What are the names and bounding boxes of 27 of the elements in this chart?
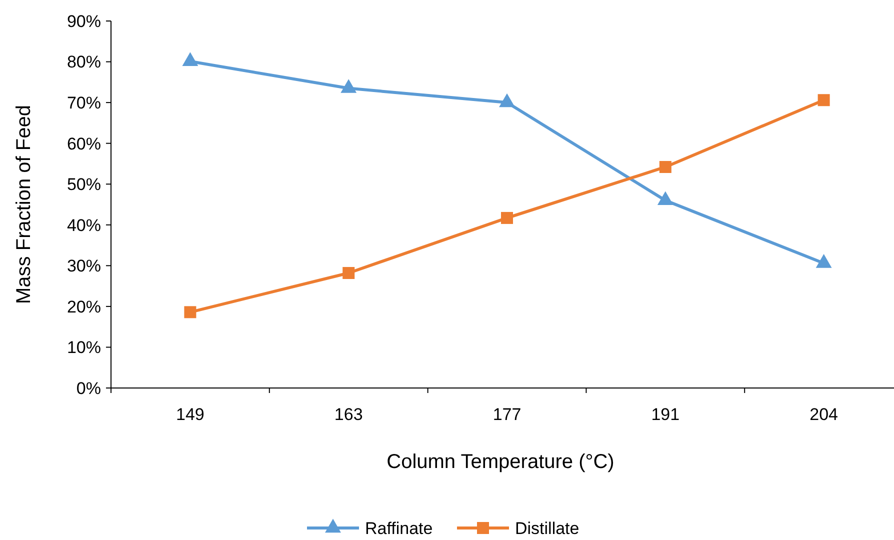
legend-label: Distillate	[515, 518, 580, 538]
y-tick-label: 70%	[66, 94, 101, 113]
y-axis-title: Mass Fraction of Feed	[13, 105, 35, 304]
x-tick-label: 204	[810, 405, 838, 424]
x-tick-label: 163	[334, 405, 363, 424]
x-tick-label: 177	[492, 405, 522, 424]
y-tick-label: 0%	[76, 378, 101, 398]
x-tick-label: 149	[176, 405, 204, 424]
y-tick-label: 30%	[66, 256, 101, 276]
point	[340, 79, 357, 93]
y-tick-label: 60%	[66, 134, 101, 154]
point	[342, 267, 355, 280]
x-axis-title: Column Temperature (°C)	[386, 451, 614, 473]
y-tick-label: 50%	[66, 175, 101, 194]
point	[659, 160, 672, 173]
point	[501, 212, 513, 224]
point	[657, 191, 674, 206]
legend-label: Raffinate	[365, 518, 433, 538]
point	[499, 93, 515, 108]
y-tick-label: 40%	[66, 216, 101, 235]
point	[184, 306, 196, 318]
y-tick-label: 10%	[66, 338, 101, 358]
point	[182, 52, 198, 66]
x-tick-label: 191	[651, 405, 680, 424]
y-tick-label: 80%	[66, 52, 101, 72]
y-tick-label: 20%	[66, 297, 101, 316]
y-tick-label: 90%	[66, 12, 101, 31]
